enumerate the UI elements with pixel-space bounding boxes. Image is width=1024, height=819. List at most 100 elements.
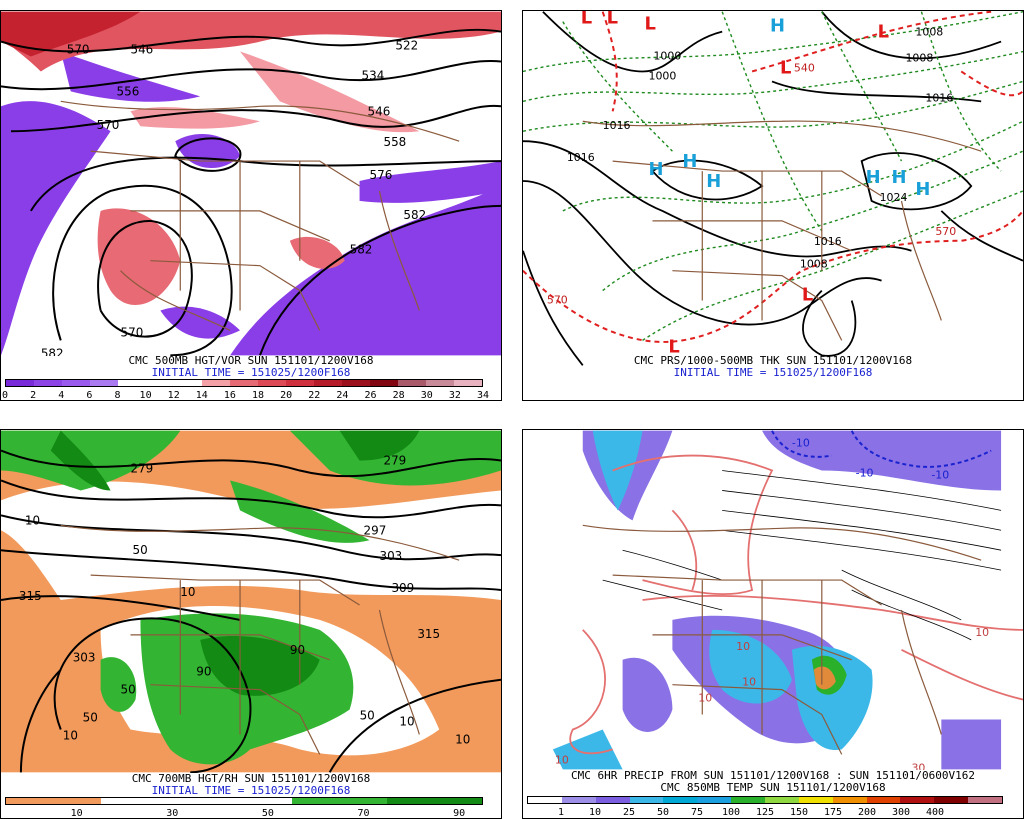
high-pressure-center: H [706, 171, 721, 192]
contour-label: 10 [399, 715, 414, 729]
precip-fill [592, 430, 643, 511]
colorbar-swatch [196, 798, 244, 804]
isobar-label: 1000 [653, 50, 681, 63]
colorbar-swatch [230, 380, 258, 386]
colorbar-swatch [595, 797, 630, 803]
rh-map: 279 279 297 303 309 315 315 303 10 50 10… [1, 430, 501, 773]
colorbar-swatch [900, 797, 935, 803]
precip-fill [791, 645, 873, 751]
contour-label: 10 [25, 513, 40, 527]
isobar-label: 1008 [800, 258, 828, 271]
contour-label: 582 [403, 208, 426, 222]
high-pressure-center: H [892, 167, 907, 188]
caption-initial-time: INITIAL TIME = 151025/1200F168 [151, 366, 351, 379]
colorbar-swatch [561, 797, 596, 803]
contour-label: 570 [97, 118, 120, 132]
colorbar-tick-label: 150 [789, 807, 809, 818]
isotherm-label: -10 [856, 466, 874, 479]
colorbar-tick-label: 1 [557, 807, 565, 818]
colorbar-swatch [398, 380, 426, 386]
colorbar-swatch [174, 380, 202, 386]
contour-label: 303 [379, 549, 402, 563]
colorbar-swatch [386, 798, 435, 804]
contour-label: 582 [41, 346, 64, 356]
colorbar-swatch [314, 380, 342, 386]
contour-label: 10 [455, 732, 470, 746]
thickness-label: 540 [794, 61, 815, 74]
colorbar-swatch [798, 797, 833, 803]
contour-label: 10 [63, 728, 78, 742]
rh-fill-moist [289, 430, 501, 486]
contour-label: 50 [132, 543, 147, 557]
colorbar-tick-label: 22 [308, 390, 321, 401]
colorbar-tick-label: 75 [690, 807, 704, 818]
colorbar-swatch [62, 380, 90, 386]
colorbar-tick-label: 30 [166, 808, 179, 819]
contour-label: 534 [362, 68, 385, 82]
precip-fill [941, 719, 1002, 770]
contour-label: 558 [383, 135, 406, 149]
colorbar-swatch [765, 797, 799, 803]
colorbar-swatch [731, 797, 766, 803]
colorbar-swatch [286, 380, 314, 386]
contour-label: 50 [360, 709, 375, 723]
caption-initial-time: INITIAL TIME = 151025/1200F168 [673, 366, 873, 379]
panel-500mb-vorticity: 570 546 522 556 534 546 570 558 576 582 … [0, 10, 502, 401]
contour-label: 556 [117, 84, 140, 98]
colorbar-swatch [968, 797, 1003, 803]
contour-label: 50 [121, 683, 136, 697]
isobar-label: 1008 [915, 26, 943, 39]
contour-label: 315 [417, 627, 440, 641]
isobar-label: 1016 [925, 91, 953, 104]
colorbar-tick-label: 0 [1, 390, 9, 401]
high-pressure-center: H [682, 151, 697, 172]
panel-precip-850temp: -10 -10 -10 10 10 10 10 30 10 CMC 6HR PR… [522, 429, 1024, 819]
isobar-label: 1016 [603, 119, 631, 132]
colorbar [5, 797, 483, 805]
precip-fill [813, 666, 836, 690]
colorbar-swatch [629, 797, 664, 803]
rh-fill-moist [100, 657, 137, 712]
colorbar-swatch [866, 797, 901, 803]
vorticity-fill-high [1, 11, 141, 57]
contour-label: 10 [180, 585, 195, 599]
precip-map: -10 -10 -10 10 10 10 10 30 10 [523, 430, 1023, 770]
caption-initial-time: INITIAL TIME = 151025/1200F168 [151, 784, 351, 797]
low-pressure-center: L [645, 14, 656, 35]
colorbar-swatch [934, 797, 969, 803]
isotherm-label: 30 [911, 761, 925, 770]
low-pressure-center: L [878, 22, 889, 43]
colorbar-swatch [34, 380, 62, 386]
precip-fill [762, 430, 1002, 491]
colorbar-swatch [118, 380, 146, 386]
vorticity-fill-low [359, 161, 501, 203]
contour-label: 50 [83, 711, 98, 725]
panel-700mb-rh: 279 279 297 303 309 315 315 303 10 50 10… [0, 429, 502, 819]
vorticity-map: 570 546 522 556 534 546 570 558 576 582 … [1, 11, 501, 356]
isotherm-label: -10 [931, 468, 949, 481]
colorbar-tick-label: 90 [453, 808, 466, 819]
colorbar-tick-label: 16 [223, 390, 236, 401]
isotherm-label: 10 [555, 753, 569, 766]
contour-label: 570 [67, 43, 90, 57]
isotherm-label: -10 [792, 437, 810, 450]
contour-label: 315 [19, 589, 42, 603]
low-pressure-center: L [607, 11, 618, 29]
rh-fill-mid [1, 481, 501, 601]
colorbar-tick-label: 32 [448, 390, 461, 401]
colorbar-tick-label: 26 [364, 390, 377, 401]
colorbar-swatch [528, 797, 562, 803]
contour-label: 309 [391, 581, 414, 595]
contour-label: 576 [370, 168, 393, 182]
precip-fill [552, 729, 623, 770]
colorbar-swatch [832, 797, 867, 803]
caption-title: CMC 500MB HGT/VOR SUN 151101/1200V168 [128, 354, 374, 367]
colorbar-swatch [258, 380, 286, 386]
colorbar-swatch [90, 380, 118, 386]
isobar-label: 1024 [880, 191, 908, 204]
colorbar-tick-label: 10 [139, 390, 152, 401]
high-pressure-center: H [648, 159, 663, 180]
caption-title: CMC PRS/1000-500MB THK SUN 151101/1200V1… [633, 354, 913, 367]
colorbar-tick-label: 25 [622, 807, 636, 818]
colorbar-swatch [339, 798, 387, 804]
